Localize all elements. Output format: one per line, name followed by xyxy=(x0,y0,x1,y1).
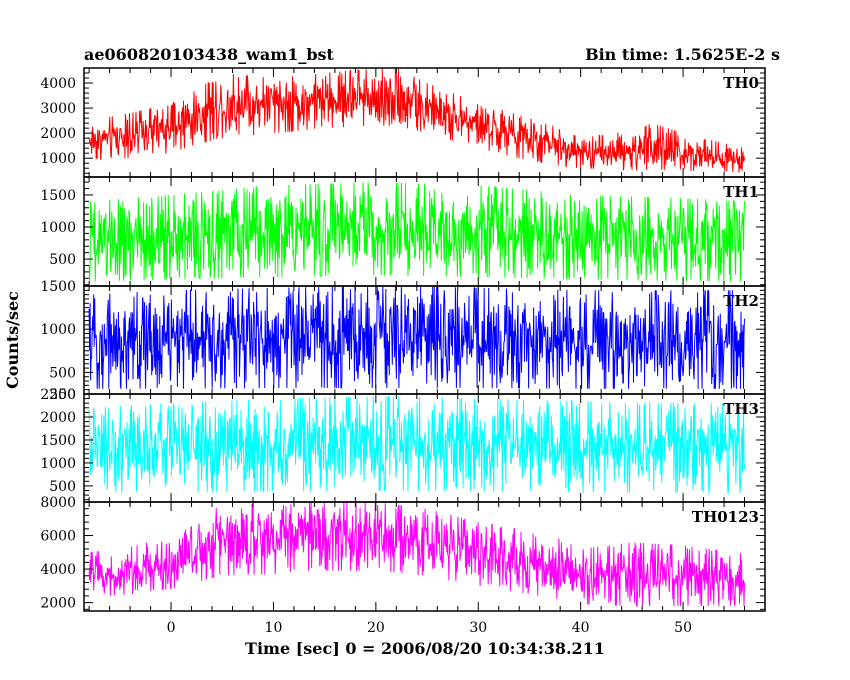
y-tick-label: 2000 xyxy=(40,596,76,612)
bin-time-label: Bin time: 1.5625E-2 s xyxy=(585,45,780,64)
panel-label-th0: TH0 xyxy=(723,74,759,92)
panel-label-th1: TH1 xyxy=(723,183,759,201)
y-tick-label: 500 xyxy=(49,252,76,268)
series-line-th1 xyxy=(88,182,745,282)
y-tick-label: 500 xyxy=(49,365,76,381)
y-axis-label: Counts/sec xyxy=(3,291,22,389)
y-tick-label: 1500 xyxy=(40,433,76,449)
y-tick-label: 1500 xyxy=(40,279,76,295)
y-tick-label: 1000 xyxy=(40,322,76,338)
panel-label-th2: TH2 xyxy=(723,292,759,310)
panel-label-th0123: TH0123 xyxy=(692,508,759,526)
y-tick-label: 2000 xyxy=(40,126,76,142)
panel-th3: 500 1000 1500 2000 2500 TH3 xyxy=(40,387,766,503)
y-tick-label: 500 xyxy=(49,479,76,495)
panel-th2: 250 500 1000 1500 TH2 xyxy=(40,279,766,403)
x-tick-label: 40 xyxy=(572,620,590,636)
y-tick-label: 1000 xyxy=(40,456,76,472)
x-axis-label: Time [sec] 0 = 2006/08/20 10:34:38.211 xyxy=(245,639,605,658)
series-line-th3 xyxy=(88,396,745,494)
series-line-th0123 xyxy=(88,501,745,607)
x-tick-label: 10 xyxy=(265,620,283,636)
y-tick-label: 4000 xyxy=(40,76,76,92)
series-line-th2 xyxy=(88,285,745,389)
y-tick-label: 8000 xyxy=(40,495,76,511)
y-tick-label: 1000 xyxy=(40,151,76,167)
y-tick-label: 1000 xyxy=(40,220,76,236)
x-tick-label: 20 xyxy=(367,620,385,636)
y-tick-label: 2000 xyxy=(40,410,76,426)
y-tick-label: 6000 xyxy=(40,529,76,545)
x-tick-label: 50 xyxy=(674,620,692,636)
series-line-th0 xyxy=(88,67,745,173)
y-tick-label: 1500 xyxy=(40,188,76,204)
x-tick-label: 0 xyxy=(167,620,176,636)
y-tick-label: 250 xyxy=(49,387,76,403)
y-tick-label: 4000 xyxy=(40,562,76,578)
x-tick-label: 30 xyxy=(469,620,487,636)
panel-th0123: 2000 4000 6000 8000 TH0123 xyxy=(40,495,766,612)
y-tick-label: 2500 xyxy=(40,387,76,403)
y-tick-label: 3000 xyxy=(40,101,76,117)
panel-frame xyxy=(83,501,766,612)
panel-label-th3: TH3 xyxy=(723,400,759,418)
chart-title: ae060820103438_wam1_bst xyxy=(84,45,335,64)
